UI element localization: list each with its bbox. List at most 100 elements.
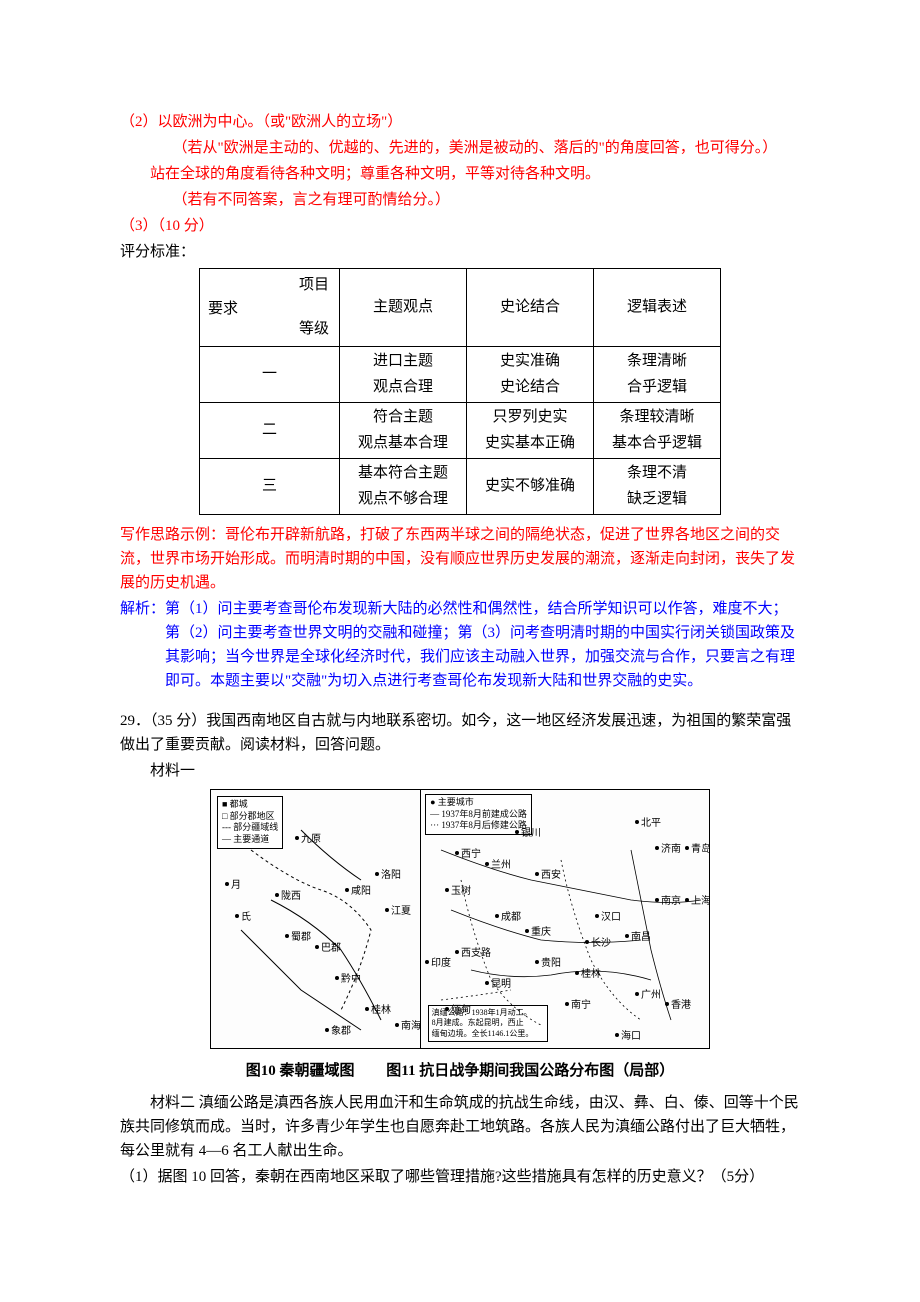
cell: 条理不清缺乏逻辑 — [594, 459, 721, 515]
answer-3-header: （3）（10 分） — [120, 214, 800, 238]
analysis-label: 解析： — [120, 601, 165, 617]
cell: 符合主题观点基本合理 — [339, 403, 466, 459]
analysis-block: 解析：第（1）问主要考查哥伦布发现新大陆的必然性和偶然性，结合所学知识可以作答，… — [120, 597, 800, 693]
map-label: 印度 — [431, 956, 451, 972]
material-1-label: 材料一 — [120, 759, 800, 783]
map-label: 汉口 — [601, 910, 621, 926]
spacer — [120, 695, 800, 709]
map-label: 蜀郡 — [291, 930, 311, 946]
map-label: 象郡 — [331, 1024, 351, 1040]
map-label: 南宁 — [571, 998, 591, 1014]
map-dot — [565, 1002, 569, 1006]
map-dot — [455, 950, 459, 954]
map-label: 九原 — [301, 832, 321, 848]
q29-header: 29．（35 分）我国西南地区自古就与内地联系密切。如今，这一地区经济发展迅速，… — [120, 709, 800, 757]
figure-captions: 图10 秦朝疆域图 图11 抗日战争期间我国公路分布图（局部） — [120, 1059, 800, 1083]
col-logic: 逻辑表述 — [594, 269, 721, 347]
cell: 进口主题观点合理 — [339, 347, 466, 403]
map-dot — [325, 1028, 329, 1032]
caption-right: 图11 抗日战争期间我国公路分布图（局部） — [386, 1059, 674, 1083]
level-3: 三 — [199, 459, 339, 515]
map-label: 成都 — [501, 910, 521, 926]
material-2: 材料二 滇缅公路是滇西各族人民用血汗和生命筑成的抗战生命线，由汉、彝、白、傣、回… — [120, 1091, 800, 1163]
col-history: 史论结合 — [466, 269, 593, 347]
map-dot — [295, 836, 299, 840]
answer-2-line2: （若从"欧洲是主动的、优越的、先进的，美洲是被动的、落后的"的角度回答，也可得分… — [120, 136, 800, 160]
hdr-mid: 要求 — [208, 297, 238, 323]
map-label: 玉树 — [451, 884, 471, 900]
caption-left: 图10 秦朝疆域图 — [246, 1059, 355, 1083]
figure-wrap: ■ 都城□ 部分郡地区--- 部分疆域线— 主要通道 ● 主要城市— 1937年… — [120, 789, 800, 1057]
map-label: 月 — [231, 878, 241, 894]
map-dot — [635, 820, 639, 824]
writing-example: 写作思路示例：哥伦布开辟新航路，打破了东西两半球之间的隔绝状态，促进了世界各地区… — [120, 523, 800, 595]
map-dot — [275, 893, 279, 897]
map-dot — [345, 888, 349, 892]
map-label: 重庆 — [531, 925, 551, 941]
map-dot — [495, 914, 499, 918]
map-label: 巴郡 — [321, 941, 341, 957]
map-dot — [335, 976, 339, 980]
cell: 条理较清晰基本合乎逻辑 — [594, 403, 721, 459]
map-dot — [685, 846, 689, 850]
map-dot — [595, 914, 599, 918]
hdr-top: 项目 — [299, 273, 329, 299]
analysis-text: 第（1）问主要考查哥伦布发现新大陆的必然性和偶然性，结合所学知识可以作答，难度不… — [165, 601, 795, 689]
cell: 史实准确史论结合 — [466, 347, 593, 403]
level-2: 二 — [199, 403, 339, 459]
answer-2-line1: （2）以欧洲为中心。（或"欧洲人的立场"） — [120, 110, 800, 134]
cell: 只罗列史实史实基本正确 — [466, 403, 593, 459]
cell: 史实不够准确 — [466, 459, 593, 515]
map-dot — [485, 862, 489, 866]
map-label: 氏 — [241, 910, 251, 926]
map-label: 北平 — [641, 816, 661, 832]
map-label: 西安 — [541, 868, 561, 884]
map-label: 兰州 — [491, 858, 511, 874]
map-label: 咸阳 — [351, 884, 371, 900]
map-label: 昆明 — [491, 977, 511, 993]
answer-2-line3: 站在全球的角度看待各种文明；尊重各种文明，平等对待各种文明。 — [120, 162, 800, 186]
col-theme: 主题观点 — [339, 269, 466, 347]
map-label: 西宁 — [461, 847, 481, 863]
map-label: 洛阳 — [381, 868, 401, 884]
map-label: 青岛 — [691, 842, 710, 858]
criteria-label: 评分标准： — [120, 240, 800, 264]
cell: 条理清晰合乎逻辑 — [594, 347, 721, 403]
map-dot — [665, 1002, 669, 1006]
map-label: 广州 — [641, 988, 661, 1004]
map-dot — [235, 914, 239, 918]
table-row: 一 进口主题观点合理 史实准确史论结合 条理清晰合乎逻辑 — [199, 347, 720, 403]
map-dot — [685, 898, 689, 902]
figure-box: ■ 都城□ 部分郡地区--- 部分疆域线— 主要通道 ● 主要城市— 1937年… — [210, 789, 710, 1049]
cell: 基本符合主题观点不够合理 — [339, 459, 466, 515]
map-label: 济南 — [661, 842, 681, 858]
map-dot — [375, 872, 379, 876]
map-dot — [635, 992, 639, 996]
map-label: 银川 — [521, 826, 541, 842]
map-label: 黔中 — [341, 972, 361, 988]
map-label: 江夏 — [391, 904, 411, 920]
map-label: 西支路 — [461, 946, 491, 962]
answer-2-line4: （若有不同答案，言之有理可酌情给分。） — [120, 188, 800, 212]
map-label: 南京 — [661, 894, 681, 910]
map-dot — [585, 940, 589, 944]
map-label: 桂林 — [581, 967, 601, 983]
map-label: 海口 — [621, 1029, 641, 1045]
table-row: 项目 要求 等级 主题观点 史论结合 逻辑表述 — [199, 269, 720, 347]
map-label: 南昌 — [631, 930, 651, 946]
map-dot — [575, 971, 579, 975]
hdr-bot: 等级 — [299, 317, 329, 343]
table-row: 二 符合主题观点基本合理 只罗列史实史实基本正确 条理较清晰基本合乎逻辑 — [199, 403, 720, 459]
map-label: 南海 — [401, 1019, 421, 1035]
map-dot — [535, 872, 539, 876]
q29-sub1: （1）据图 10 回答，秦朝在西南地区采取了哪些管理措施?这些措施具有怎样的历史… — [120, 1165, 800, 1189]
map-label: 缅甸 — [451, 1003, 471, 1019]
map-label: 贵阳 — [541, 956, 561, 972]
rubric-header-diag: 项目 要求 等级 — [199, 269, 339, 347]
map-dot — [445, 888, 449, 892]
map-dot — [655, 846, 659, 850]
map-label: 陇西 — [281, 889, 301, 905]
rubric-table: 项目 要求 等级 主题观点 史论结合 逻辑表述 一 进口主题观点合理 史实准确史… — [199, 268, 721, 515]
map-label: 长沙 — [591, 936, 611, 952]
table-row: 三 基本符合主题观点不够合理 史实不够准确 条理不清缺乏逻辑 — [199, 459, 720, 515]
